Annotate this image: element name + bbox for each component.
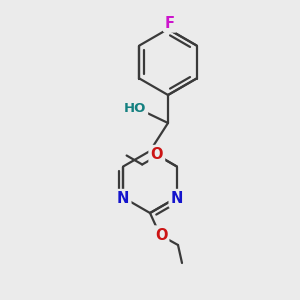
- Text: N: N: [171, 191, 183, 206]
- Text: O: O: [151, 147, 163, 162]
- Text: F: F: [165, 16, 175, 31]
- Text: N: N: [117, 191, 129, 206]
- Text: N: N: [117, 191, 129, 206]
- Text: HO: HO: [124, 103, 146, 116]
- Text: F: F: [165, 16, 175, 31]
- Text: O: O: [155, 227, 167, 242]
- Text: N: N: [171, 191, 183, 206]
- Text: HO: HO: [124, 103, 146, 116]
- Text: O: O: [151, 147, 163, 162]
- Text: O: O: [155, 227, 167, 242]
